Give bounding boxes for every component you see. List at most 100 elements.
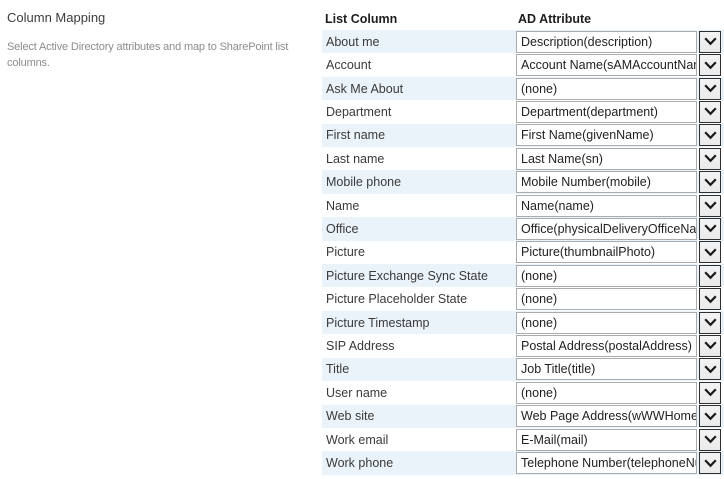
chevron-down-icon[interactable] [699, 194, 721, 217]
ad-attribute-select[interactable]: Job Title(title) [516, 358, 721, 381]
table-row: First name First Name(givenName) [322, 123, 724, 148]
table-row: Name Name(name) [322, 194, 724, 217]
ad-attribute-select[interactable]: Office(physicalDeliveryOfficeName) [516, 217, 721, 240]
list-column-label: Picture Placeholder State [326, 292, 468, 307]
table-row: Work phone Telephone Number(telephoneNum… [322, 451, 724, 475]
chevron-down-icon[interactable] [699, 334, 721, 357]
ad-attribute-select[interactable]: Last Name(sn) [516, 147, 721, 170]
table-row: Mobile phone Mobile Number(mobile) [322, 170, 724, 194]
ad-attribute-select[interactable]: Name(name) [516, 194, 721, 217]
ad-attribute-select-value: Account Name(sAMAccountName) [516, 54, 697, 77]
table-row: Work email E-Mail(mail) [322, 428, 724, 451]
settings-section-info: Column Mapping Select Active Directory a… [7, 9, 313, 71]
list-column-label: Last name [326, 151, 385, 166]
section-description: Select Active Directory attributes and m… [7, 41, 289, 69]
ad-attribute-select-value: (none) [516, 77, 697, 100]
table-row: SIP Address Postal Address(postalAddress… [322, 334, 724, 357]
header-list-column: List Column [325, 12, 398, 26]
chevron-down-icon[interactable] [699, 171, 721, 194]
ad-attribute-select-value: Department(department) [516, 100, 697, 123]
ad-attribute-select[interactable]: Web Page Address(wWWHomePage) [516, 405, 721, 428]
list-column-label: Picture [326, 245, 365, 260]
chevron-down-icon[interactable] [699, 124, 721, 147]
table-row: Ask Me About (none) [322, 76, 724, 101]
chevron-down-icon[interactable] [699, 288, 721, 311]
ad-attribute-select[interactable]: (none) [516, 381, 721, 404]
table-row: Last name Last Name(sn) [322, 147, 724, 170]
list-column-label: Work phone [326, 456, 394, 471]
chevron-down-icon[interactable] [699, 100, 721, 123]
list-column-label: Picture Timestamp [326, 315, 430, 330]
list-column-label: Title [326, 362, 350, 377]
ad-attribute-select-value: Web Page Address(wWWHomePage) [516, 405, 697, 428]
list-column-label: Name [326, 198, 360, 213]
chevron-down-icon[interactable] [699, 147, 721, 170]
chevron-down-icon[interactable] [699, 311, 721, 334]
ad-attribute-select[interactable]: Telephone Number(telephoneNumber) [516, 452, 721, 475]
chevron-down-icon[interactable] [699, 405, 721, 428]
chevron-down-icon[interactable] [699, 428, 721, 451]
ad-attribute-select-value: Office(physicalDeliveryOfficeName) [516, 217, 697, 240]
table-header-row: List Column AD Attribute [322, 8, 724, 30]
ad-attribute-select[interactable]: Department(department) [516, 100, 721, 123]
table-row: Department Department(department) [322, 100, 724, 123]
list-column-label: Office [326, 221, 359, 236]
table-row: Picture Picture(thumbnailPhoto) [322, 241, 724, 264]
chevron-down-icon[interactable] [699, 77, 721, 100]
ad-attribute-select[interactable]: (none) [516, 311, 721, 334]
ad-attribute-select[interactable]: (none) [516, 288, 721, 311]
table-body: About me Description(description) Accoun… [322, 30, 724, 475]
ad-attribute-select-value: Name(name) [516, 194, 697, 217]
table-row: User name (none) [322, 381, 724, 404]
chevron-down-icon[interactable] [699, 54, 721, 77]
ad-attribute-select-value: Picture(thumbnailPhoto) [516, 241, 697, 264]
header-ad-attribute: AD Attribute [518, 12, 592, 26]
list-column-label: Account [326, 58, 372, 73]
ad-attribute-select[interactable]: Mobile Number(mobile) [516, 171, 721, 194]
ad-attribute-select[interactable]: Postal Address(postalAddress) [516, 334, 721, 357]
list-column-label: Web site [326, 409, 375, 424]
ad-attribute-select-value: E-Mail(mail) [516, 428, 697, 451]
ad-attribute-select[interactable]: Description(description) [516, 30, 721, 53]
ad-attribute-select-value: Mobile Number(mobile) [516, 171, 697, 194]
chevron-down-icon[interactable] [699, 358, 721, 381]
ad-attribute-select-value: (none) [516, 381, 697, 404]
table-row: About me Description(description) [322, 30, 724, 54]
table-row: Picture Timestamp (none) [322, 310, 724, 335]
list-column-label: User name [326, 385, 388, 400]
ad-attribute-select[interactable]: (none) [516, 77, 721, 100]
list-column-label: First name [326, 128, 386, 143]
ad-attribute-select-value: Job Title(title) [516, 358, 697, 381]
section-title: Column Mapping [7, 10, 106, 25]
table-row: Office Office(physicalDeliveryOfficeName… [322, 217, 724, 241]
ad-attribute-select[interactable]: Account Name(sAMAccountName) [516, 54, 721, 77]
chevron-down-icon[interactable] [699, 264, 721, 287]
list-column-label: About me [326, 34, 380, 49]
list-column-label: SIP Address [326, 338, 395, 353]
ad-attribute-select-value: (none) [516, 288, 697, 311]
table-row: Picture Placeholder State (none) [322, 287, 724, 311]
chevron-down-icon[interactable] [699, 452, 721, 475]
ad-attribute-select[interactable]: Picture(thumbnailPhoto) [516, 241, 721, 264]
list-column-label: Ask Me About [326, 81, 404, 96]
chevron-down-icon[interactable] [699, 241, 721, 264]
table-row: Account Account Name(sAMAccountName) [322, 53, 724, 77]
ad-attribute-select[interactable]: E-Mail(mail) [516, 428, 721, 451]
column-mapping-table: List Column AD Attribute About me Descri… [322, 8, 724, 475]
list-column-label: Department [326, 104, 392, 119]
list-column-label: Mobile phone [326, 175, 402, 190]
ad-attribute-select-value: Description(description) [516, 30, 697, 53]
chevron-down-icon[interactable] [699, 30, 721, 53]
table-row: Title Job Title(title) [322, 357, 724, 382]
chevron-down-icon[interactable] [699, 381, 721, 404]
table-row: Picture Exchange Sync State (none) [322, 264, 724, 288]
ad-attribute-select-value: (none) [516, 311, 697, 334]
chevron-down-icon[interactable] [699, 217, 721, 240]
list-column-label: Work email [326, 432, 389, 447]
ad-attribute-select[interactable]: First Name(givenName) [516, 124, 721, 147]
list-column-label: Picture Exchange Sync State [326, 268, 488, 283]
ad-attribute-select-value: (none) [516, 264, 697, 287]
ad-attribute-select-value: First Name(givenName) [516, 124, 697, 147]
ad-attribute-select[interactable]: (none) [516, 264, 721, 287]
